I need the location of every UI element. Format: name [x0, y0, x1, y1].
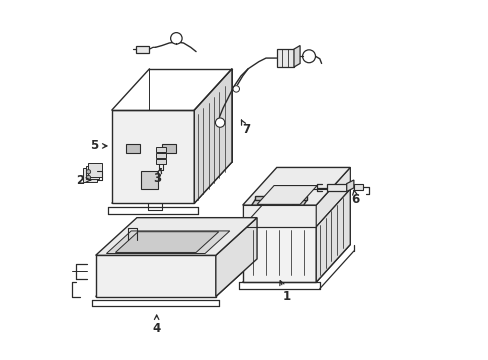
Polygon shape — [255, 196, 265, 200]
Polygon shape — [88, 163, 102, 177]
Polygon shape — [257, 185, 317, 204]
Polygon shape — [316, 167, 349, 227]
Polygon shape — [136, 45, 149, 53]
Polygon shape — [242, 205, 316, 282]
Polygon shape — [251, 200, 265, 205]
Polygon shape — [215, 218, 257, 297]
Polygon shape — [242, 244, 349, 282]
Circle shape — [215, 118, 224, 127]
Polygon shape — [112, 110, 194, 203]
Polygon shape — [106, 231, 229, 253]
Polygon shape — [316, 167, 349, 282]
Polygon shape — [126, 144, 140, 153]
Polygon shape — [112, 162, 231, 203]
Circle shape — [86, 170, 90, 174]
Polygon shape — [156, 159, 166, 164]
Polygon shape — [194, 69, 231, 203]
Text: 2: 2 — [76, 174, 90, 186]
Polygon shape — [242, 205, 316, 227]
Circle shape — [86, 175, 90, 180]
Text: 1: 1 — [279, 281, 290, 303]
Circle shape — [233, 86, 239, 92]
Polygon shape — [115, 232, 218, 252]
Text: 3: 3 — [153, 168, 162, 185]
Polygon shape — [346, 180, 353, 192]
Polygon shape — [156, 147, 166, 152]
Polygon shape — [96, 259, 257, 297]
Polygon shape — [96, 218, 257, 255]
Polygon shape — [353, 184, 362, 190]
Polygon shape — [296, 196, 306, 200]
Circle shape — [170, 33, 182, 44]
Polygon shape — [83, 168, 97, 182]
Polygon shape — [292, 200, 306, 205]
Text: 6: 6 — [351, 190, 359, 206]
Polygon shape — [162, 144, 175, 153]
Polygon shape — [326, 184, 346, 192]
Polygon shape — [276, 49, 293, 67]
Circle shape — [302, 50, 315, 63]
Polygon shape — [293, 45, 300, 67]
Polygon shape — [85, 166, 99, 179]
Polygon shape — [156, 153, 166, 158]
Polygon shape — [96, 255, 215, 297]
Polygon shape — [140, 171, 158, 189]
Text: 7: 7 — [241, 120, 250, 136]
Polygon shape — [242, 167, 349, 205]
Text: 5: 5 — [90, 139, 107, 152]
Text: 4: 4 — [152, 315, 161, 335]
